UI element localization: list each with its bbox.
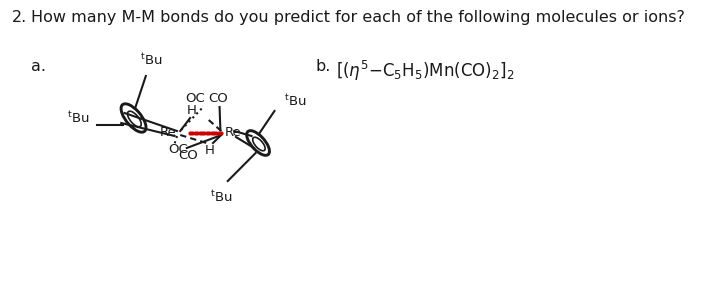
Text: OC: OC — [168, 143, 188, 156]
Text: a.: a. — [31, 59, 46, 74]
Text: $\mathregular{^tBu}$: $\mathregular{^tBu}$ — [285, 93, 307, 109]
Text: CO: CO — [179, 149, 198, 162]
Text: H: H — [187, 104, 197, 117]
Text: OC: OC — [185, 92, 204, 105]
Text: $\mathregular{^tBu}$: $\mathregular{^tBu}$ — [140, 52, 163, 68]
Text: H: H — [204, 144, 214, 157]
Text: $\mathregular{^tBu}$: $\mathregular{^tBu}$ — [210, 189, 232, 205]
Text: How many M-M bonds do you predict for each of the following molecules or ions?: How many M-M bonds do you predict for ea… — [31, 10, 685, 25]
Text: 2.: 2. — [12, 10, 28, 25]
Text: $\mathregular{^tBu}$: $\mathregular{^tBu}$ — [67, 110, 89, 126]
Text: Re: Re — [225, 126, 241, 139]
Text: b.: b. — [315, 59, 331, 74]
Text: CO: CO — [208, 92, 228, 105]
Text: $[(\eta^5\mathregular{-C_5H_5)Mn(CO)_2]_2}$: $[(\eta^5\mathregular{-C_5H_5)Mn(CO)_2]_… — [336, 59, 514, 83]
Text: Re: Re — [160, 126, 177, 139]
